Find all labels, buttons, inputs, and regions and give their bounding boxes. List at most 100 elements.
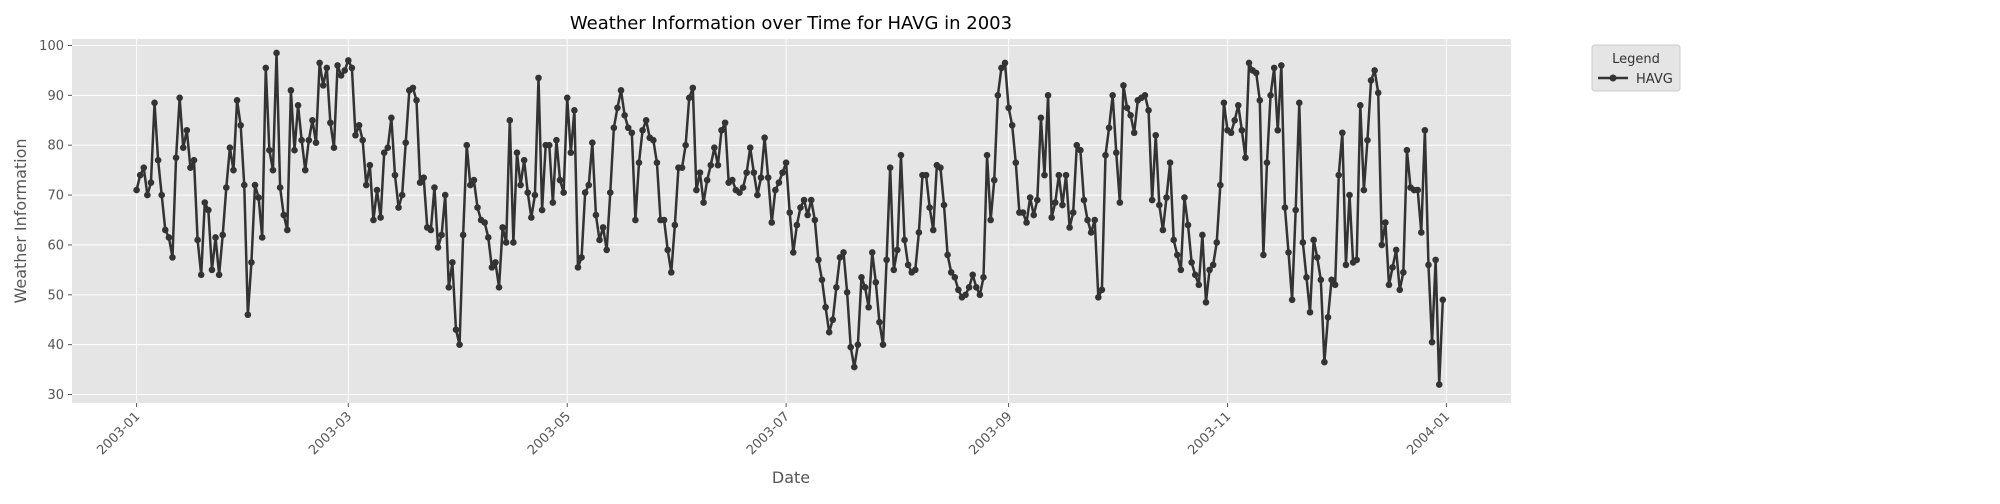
data-point — [567, 149, 575, 156]
data-point — [983, 151, 991, 159]
data-point — [384, 144, 392, 151]
data-point — [1371, 67, 1378, 74]
data-point — [807, 196, 815, 204]
data-point — [1098, 286, 1106, 294]
data-point — [962, 291, 969, 299]
data-point — [345, 57, 352, 64]
data-point — [581, 189, 589, 196]
data-point — [1234, 102, 1242, 109]
data-point — [592, 211, 600, 219]
data-point — [599, 224, 607, 231]
data-point — [1202, 298, 1210, 306]
data-point — [441, 191, 449, 199]
data-point — [1403, 146, 1411, 154]
data-point — [1166, 159, 1174, 166]
data-point — [484, 234, 492, 241]
data-point — [1274, 126, 1282, 134]
data-point — [445, 284, 453, 291]
data-point — [937, 164, 944, 171]
data-point — [1389, 264, 1396, 271]
data-point — [194, 236, 201, 244]
data-point — [1306, 308, 1314, 316]
data-point — [836, 254, 844, 261]
data-point — [1123, 104, 1131, 112]
data-point — [538, 206, 546, 214]
y-tick-label: 50 — [47, 288, 64, 303]
data-point — [1367, 77, 1375, 84]
data-point — [269, 166, 277, 174]
data-point — [319, 82, 327, 89]
data-point — [847, 343, 855, 351]
data-point — [1321, 358, 1328, 366]
chart-title: Weather Information over Time for HAVG i… — [570, 13, 1012, 34]
data-point — [800, 196, 808, 204]
data-point — [506, 116, 514, 124]
data-point — [1428, 338, 1436, 346]
data-point — [843, 289, 851, 296]
data-point — [528, 214, 535, 221]
data-point — [449, 259, 456, 266]
data-point — [298, 136, 305, 144]
data-point — [1044, 92, 1052, 99]
data-point — [1077, 146, 1084, 154]
data-point — [1188, 259, 1195, 266]
data-point — [1421, 126, 1429, 134]
data-point — [1374, 89, 1382, 97]
data-point — [549, 199, 557, 206]
data-point — [926, 204, 933, 211]
data-point — [825, 328, 833, 336]
data-point — [1159, 226, 1167, 234]
data-point — [1209, 261, 1217, 269]
data-point — [1177, 266, 1185, 274]
data-point — [201, 199, 209, 206]
data-point — [197, 271, 205, 279]
data-point — [1267, 92, 1274, 99]
data-point — [1385, 281, 1393, 289]
data-point — [255, 194, 262, 201]
data-point — [1285, 249, 1292, 256]
data-point — [309, 116, 316, 124]
data-point — [1091, 216, 1099, 224]
data-point — [728, 176, 736, 184]
data-point — [327, 119, 334, 127]
data-point — [1346, 191, 1353, 199]
data-point — [689, 84, 697, 92]
data-point — [901, 236, 908, 244]
data-point — [632, 216, 639, 224]
data-point — [621, 111, 628, 119]
data-point — [1023, 219, 1030, 226]
data-point — [750, 169, 758, 176]
data-point — [359, 136, 366, 144]
data-point — [944, 251, 951, 259]
data-point — [736, 189, 743, 196]
data-point — [883, 256, 890, 264]
data-point — [1364, 136, 1371, 144]
data-point — [190, 156, 198, 164]
data-point — [822, 303, 829, 311]
data-point — [230, 166, 237, 174]
data-point — [761, 134, 768, 142]
data-point — [556, 176, 564, 184]
data-point — [1396, 286, 1404, 294]
data-point — [499, 224, 506, 231]
data-point — [434, 244, 442, 251]
x-tick-label: 2003-05 — [525, 409, 574, 458]
data-point — [1263, 159, 1271, 166]
data-point — [904, 261, 912, 269]
data-point — [205, 206, 212, 214]
data-point — [280, 211, 288, 219]
y-tick-label: 70 — [47, 189, 64, 204]
data-point — [929, 226, 937, 234]
data-point — [162, 226, 169, 234]
data-point — [1360, 186, 1368, 194]
data-point — [829, 316, 837, 324]
data-point — [427, 226, 435, 234]
data-point — [1163, 194, 1170, 201]
data-point — [1041, 171, 1048, 179]
data-point — [1256, 97, 1264, 104]
data-point — [1156, 201, 1163, 209]
data-point — [779, 169, 786, 176]
data-point — [1295, 99, 1303, 107]
data-point — [1152, 131, 1160, 139]
data-point — [685, 94, 693, 102]
